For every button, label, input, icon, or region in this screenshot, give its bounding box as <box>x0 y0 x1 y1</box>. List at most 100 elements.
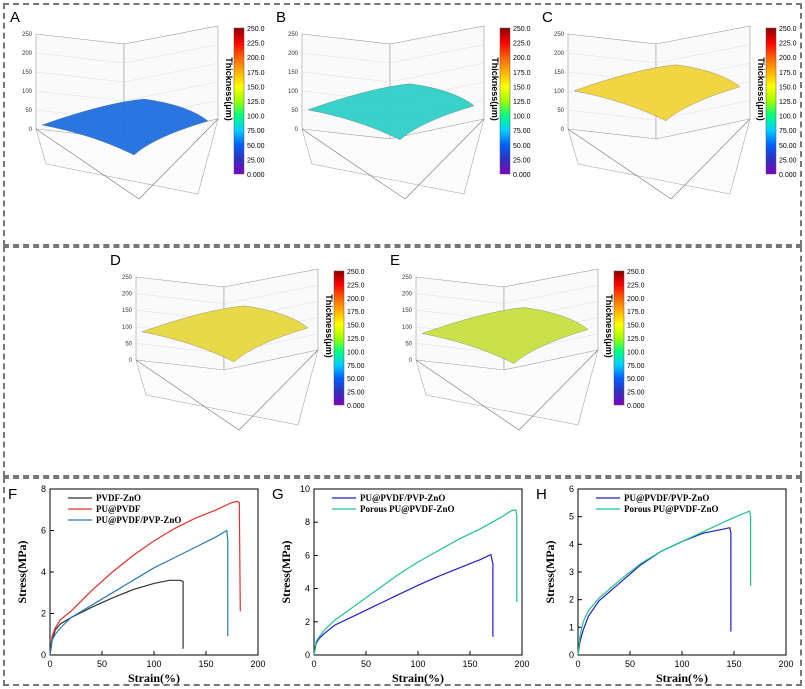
y-tick-label: 4 <box>41 567 46 577</box>
wall-gridline <box>35 90 125 102</box>
panel-label: H <box>536 486 547 503</box>
colorbar <box>333 270 345 406</box>
colorbar-tick-label: 200.0 <box>247 55 265 62</box>
colorbar-tick-label: 50.00 <box>627 376 645 383</box>
z-tick-label: 200 <box>402 292 413 298</box>
legend-label: Porous PU@PVDF-ZnO <box>624 504 718 514</box>
floor-axis <box>518 349 599 431</box>
colorbar-tick-label: 0.000 <box>779 172 797 179</box>
surface-panel-E: E 0 50 100 150 200 250 Thickness(μm) 250.0 225.0 2… <box>390 252 645 431</box>
x-tick-label: 100 <box>674 659 689 669</box>
wall-gridline <box>35 71 125 83</box>
y-tick-label: 2 <box>569 595 574 605</box>
series-line <box>577 510 752 656</box>
x-tick-label: 200 <box>514 659 529 669</box>
y-tick-label: 2 <box>305 617 310 627</box>
z-tick-label: 200 <box>288 51 299 57</box>
y-tick-label: 1 <box>569 622 574 632</box>
panel-label: G <box>272 486 284 503</box>
floor-axis <box>301 128 406 200</box>
colorbar <box>233 27 245 175</box>
colorbar-tick-label: 25.00 <box>247 157 265 164</box>
wall-gridline <box>415 293 505 304</box>
x-tick-label: 100 <box>146 659 161 669</box>
thickness-surface <box>141 305 309 363</box>
wall-gridline <box>301 71 391 83</box>
z-tick-label: 250 <box>554 32 565 38</box>
floor-plane <box>415 349 599 426</box>
wall-gridline <box>123 44 219 64</box>
z-tick-label: 250 <box>22 32 33 38</box>
colorbar-tick-label: 250.0 <box>247 26 265 33</box>
colorbar-tick-label: 150.0 <box>627 323 645 330</box>
y-tick-label: 0 <box>569 650 574 660</box>
y-tick-label: 0 <box>41 650 46 660</box>
x-tick-label: 50 <box>97 659 107 669</box>
y-tick-label: 10 <box>300 484 310 494</box>
z-tick-label: 50 <box>405 341 412 347</box>
colorbar-tick-label: 150.0 <box>513 84 531 91</box>
floor-axis <box>670 118 751 200</box>
z-tick-label: 0 <box>409 358 413 364</box>
colorbar-tick-label: 75.00 <box>779 128 797 135</box>
colorbar-tick-label: 225.0 <box>347 282 365 289</box>
colorbar-tick-label: 50.00 <box>513 143 531 150</box>
x-axis-label: Strain(%) <box>128 671 180 685</box>
z-tick-label: 200 <box>554 51 565 57</box>
colorbar-tick-label: 250.0 <box>513 26 531 33</box>
colorbar-tick-label: 175.0 <box>347 309 365 316</box>
z-tick-label: 150 <box>288 70 299 76</box>
z-tick-label: 0 <box>29 127 33 133</box>
floor-axis <box>404 118 485 200</box>
thickness-surface <box>41 98 209 156</box>
y-tick-label: 4 <box>569 539 574 549</box>
thickness-surface <box>307 83 475 140</box>
colorbar-tick-label: 200.0 <box>347 296 365 303</box>
wall-gridline <box>135 293 225 304</box>
colorbar-tick-label: 175.0 <box>779 70 797 77</box>
colorbar-tick-label: 100.0 <box>347 349 365 356</box>
floor-axis <box>567 128 672 200</box>
y-axis-label: Stress(MPa) <box>15 540 29 603</box>
surface-panel-D: D 0 50 100 150 200 250 Thickness(μm) 250.0 225.0 2… <box>110 252 365 431</box>
colorbar-tick-label: 200.0 <box>513 55 531 62</box>
colorbar-tick-label: 0.000 <box>347 403 365 410</box>
thickness-surface <box>573 64 741 121</box>
z-tick-label: 50 <box>557 108 564 114</box>
chart-panel-G: G 0 50 100 150 200 0 2 4 6 8 10 Strain(%) Stress(MPa)… <box>272 484 530 685</box>
colorbar-tick-label: 75.00 <box>247 128 265 135</box>
z-axis-label: Thickness(μm) <box>324 294 334 358</box>
series-line <box>49 579 184 656</box>
colorbar-tick-label: 200.0 <box>627 296 645 303</box>
colorbar-tick-label: 200.0 <box>779 55 797 62</box>
legend-label: PU@PVDF/PVP-ZnO <box>624 493 709 503</box>
z-tick-label: 50 <box>125 341 132 347</box>
wall-gridline <box>123 81 219 102</box>
colorbar-tick-label: 250.0 <box>779 26 797 33</box>
y-tick-label: 8 <box>41 484 46 494</box>
floor-axis <box>415 359 520 431</box>
colorbar <box>613 270 625 406</box>
wall-gridline <box>655 100 751 121</box>
surface-panel-A: A 0 50 100 150 200 250 Thickness(μm) 250.0 225.0 2… <box>10 9 265 200</box>
wall-gridline <box>503 284 599 304</box>
colorbar-tick-label: 150.0 <box>347 323 365 330</box>
colorbar-tick-label: 175.0 <box>627 309 645 316</box>
middle-row-frame <box>3 246 802 477</box>
top-row-frame <box>3 3 802 246</box>
wall-gridline <box>567 52 657 64</box>
plot-frame <box>49 488 259 656</box>
z-tick-label: 150 <box>122 308 133 314</box>
z-tick-label: 0 <box>129 358 133 364</box>
colorbar-tick-label: 75.00 <box>627 363 645 370</box>
colorbar-tick-label: 100.0 <box>247 114 265 121</box>
colorbar-tick-label: 0.000 <box>247 172 265 179</box>
x-tick-label: 100 <box>410 659 425 669</box>
x-tick-label: 0 <box>575 659 580 669</box>
colorbar-tick-label: 25.00 <box>627 390 645 397</box>
series-line <box>577 526 732 656</box>
colorbar-tick-label: 75.00 <box>347 363 365 370</box>
series-line <box>49 529 229 656</box>
z-axis-label: Thickness(μm) <box>224 57 234 121</box>
colorbar-tick-label: 0.000 <box>513 172 531 179</box>
